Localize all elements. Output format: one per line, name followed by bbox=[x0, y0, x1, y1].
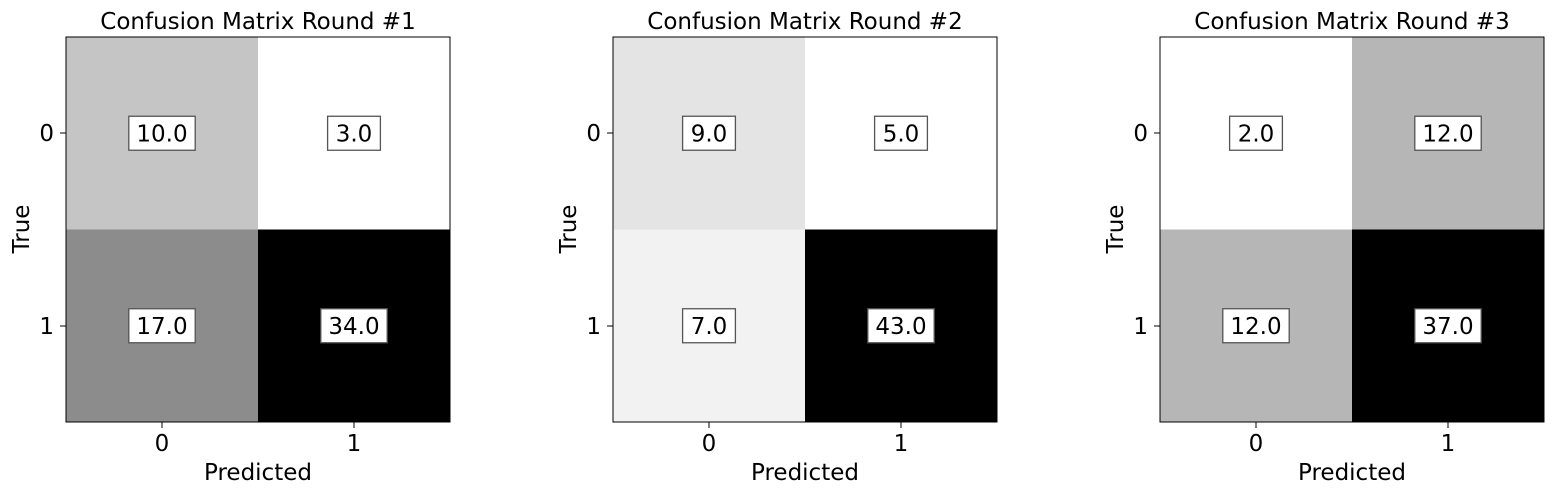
cell-labels: 10.0 3.0 17.0 34.0 bbox=[128, 115, 388, 344]
cell-value-label-r1-c1: 34.0 bbox=[328, 314, 379, 340]
confusion-matrix-panel-2: Confusion Matrix Round #2 9.0 5.07.0 43.0 … bbox=[556, 9, 998, 486]
y-axis: 0 1 True bbox=[1103, 121, 1160, 340]
chart-title: Confusion Matrix Round #3 bbox=[1194, 9, 1509, 35]
y-axis-label: True bbox=[556, 205, 582, 255]
cell-value-label-r1-c1: 37.0 bbox=[1422, 314, 1473, 340]
x-tick-label-0: 0 bbox=[702, 431, 717, 457]
chart-title: Confusion Matrix Round #1 bbox=[100, 9, 415, 35]
y-tick-label-0: 0 bbox=[1133, 121, 1148, 147]
cell-label-box-r1-c1 bbox=[867, 308, 935, 344]
chart-title: Confusion Matrix Round #2 bbox=[647, 9, 962, 35]
cell-value-label-r0-c0: 2.0 bbox=[1238, 121, 1275, 147]
heatmap-cells bbox=[613, 37, 997, 422]
cell-label-box-r1-c1 bbox=[320, 308, 388, 344]
y-axis-label: True bbox=[9, 205, 35, 255]
heatmap-cells bbox=[1160, 37, 1544, 422]
x-tick-label-1: 1 bbox=[1441, 431, 1456, 457]
y-tick-label-0: 0 bbox=[586, 121, 601, 147]
plot-frame bbox=[65, 36, 451, 423]
x-axis: 0 1 Predicted bbox=[1249, 422, 1456, 486]
cell-labels: 9.0 5.0 7.0 43.0 bbox=[681, 115, 935, 344]
confusion-matrix-panel-1: Confusion Matrix Round #1 10.0 3.0 17.0 34.… bbox=[9, 9, 451, 486]
cell-label-box-r0-c1 bbox=[326, 115, 382, 151]
cell-value-label-r1-c0: 12.0 bbox=[1230, 314, 1281, 340]
cell-value-label-r1-c1: 43.0 bbox=[875, 314, 926, 340]
cell-value-label-r0-c0: 9.0 bbox=[691, 121, 728, 147]
heatmap-cells bbox=[66, 37, 450, 422]
plot-frame bbox=[612, 36, 998, 423]
cell-label-box-r0-c0 bbox=[681, 115, 737, 151]
cell-label-box-r1-c0 bbox=[128, 308, 196, 344]
x-axis: 0 1 Predicted bbox=[702, 422, 909, 486]
cell-label-box-r1-c0 bbox=[681, 308, 737, 344]
x-tick-label-0: 0 bbox=[1249, 431, 1264, 457]
x-axis-label: Predicted bbox=[204, 460, 312, 486]
cell-label-box-r1-c0 bbox=[1222, 308, 1290, 344]
cell-value-label-r1-c0: 17.0 bbox=[136, 314, 187, 340]
cell-label-box-r0-c0 bbox=[1228, 115, 1284, 151]
x-tick-label-0: 0 bbox=[155, 431, 170, 457]
cell-value-label-r0-c1: 3.0 bbox=[336, 121, 373, 147]
cell-label-box-r1-c1 bbox=[1414, 308, 1482, 344]
cell-labels: 2.0 12.0 12.0 37.0 bbox=[1222, 115, 1482, 344]
y-tick-label-1: 1 bbox=[1133, 314, 1148, 340]
cell-value-label-r1-c0: 7.0 bbox=[691, 314, 728, 340]
x-axis: 0 1 Predicted bbox=[155, 422, 362, 486]
cell-value-label-r0-c0: 10.0 bbox=[136, 121, 187, 147]
cell-value-label-r0-c1: 12.0 bbox=[1422, 121, 1473, 147]
confusion-matrix-panel-3: Confusion Matrix Round #3 2.0 12.0 12.0 37.… bbox=[1103, 9, 1545, 486]
cell-label-box-r0-c1 bbox=[873, 115, 929, 151]
plot-frame bbox=[1159, 36, 1545, 423]
y-axis: 0 1 True bbox=[9, 121, 66, 340]
y-tick-label-0: 0 bbox=[39, 121, 54, 147]
x-axis-label: Predicted bbox=[751, 460, 859, 486]
cell-label-box-r0-c0 bbox=[128, 115, 196, 151]
x-axis-label: Predicted bbox=[1298, 460, 1406, 486]
y-axis: 0 1 True bbox=[556, 121, 613, 340]
y-tick-label-1: 1 bbox=[39, 314, 54, 340]
x-tick-label-1: 1 bbox=[894, 431, 909, 457]
cell-label-box-r0-c1 bbox=[1414, 115, 1482, 151]
y-tick-label-1: 1 bbox=[586, 314, 601, 340]
cell-value-label-r0-c1: 5.0 bbox=[883, 121, 920, 147]
y-axis-label: True bbox=[1103, 205, 1129, 255]
x-tick-label-1: 1 bbox=[347, 431, 362, 457]
